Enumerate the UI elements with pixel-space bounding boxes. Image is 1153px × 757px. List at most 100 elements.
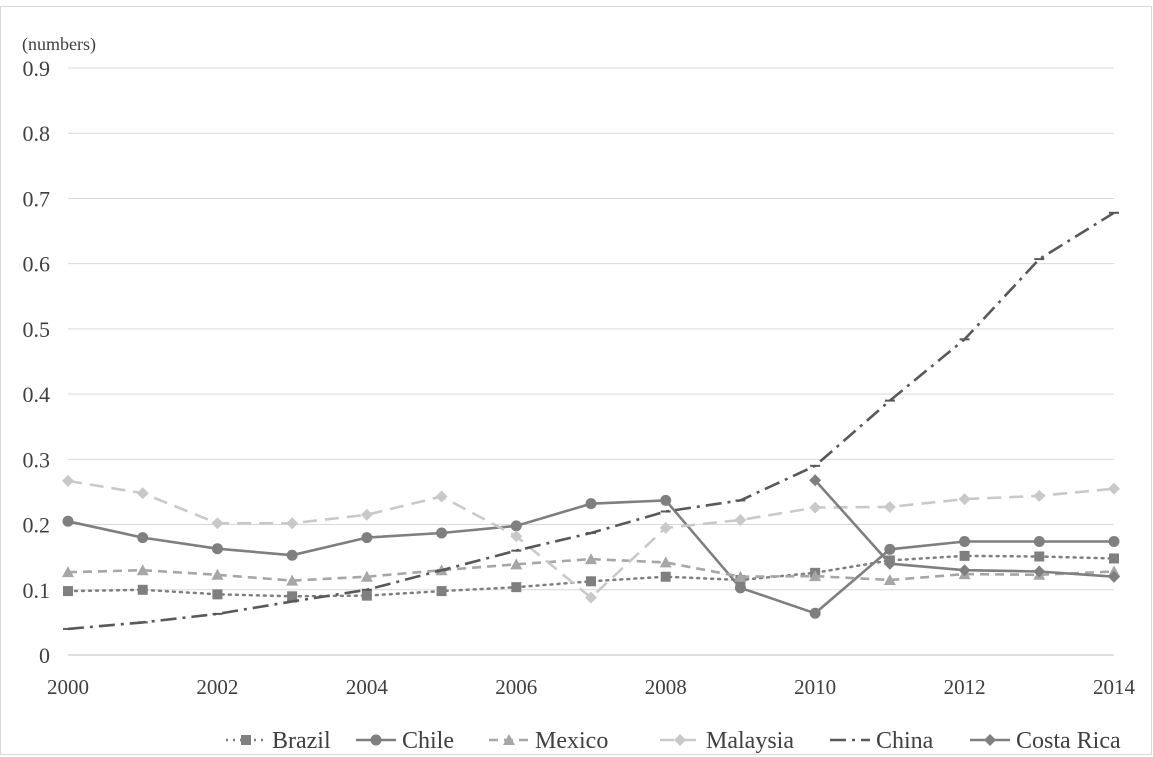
x-axis-ticks: 2000 2002 2004 2006 2008 2010 2012 2014: [47, 675, 1136, 699]
data-point: [1108, 536, 1120, 548]
data-point: [734, 582, 746, 594]
y-tick-label: 0.8: [23, 121, 51, 146]
legend-marker: [503, 734, 515, 745]
data-point: [884, 543, 896, 555]
data-point: [660, 494, 672, 506]
legend-label: China: [876, 728, 934, 754]
data-point: [586, 576, 596, 587]
series-chile: [62, 494, 1120, 619]
legend-item-brazil: Brazil: [226, 728, 331, 754]
y-tick-label: 0.3: [23, 447, 51, 472]
data-point: [809, 570, 822, 582]
legend-item-chile: Chile: [356, 728, 454, 754]
x-tick-label: 2006: [495, 675, 537, 699]
data-point: [659, 521, 672, 534]
series-group: [62, 211, 1120, 631]
data-point: [1033, 565, 1046, 578]
data-point: [211, 568, 224, 580]
y-tick-label: 0.2: [23, 513, 51, 538]
y-tick-label: 0.4: [23, 382, 51, 407]
x-tick-label: 2008: [645, 675, 687, 699]
x-tick-label: 2010: [794, 675, 836, 699]
data-point: [660, 571, 671, 582]
legend-item-china: China: [830, 728, 934, 754]
legend-item-costa-rica: Costa Rica: [970, 728, 1121, 754]
data-point: [63, 586, 73, 597]
series-costa-rica: [809, 474, 1120, 583]
data-point: [1034, 551, 1045, 562]
legend-marker: [984, 734, 996, 746]
data-point: [137, 584, 148, 595]
data-point: [1033, 489, 1046, 502]
x-tick-label: 2004: [346, 675, 389, 699]
data-point: [62, 515, 74, 527]
legend-label: Chile: [402, 728, 454, 754]
data-point: [585, 553, 597, 565]
data-point: [211, 543, 223, 555]
data-point: [585, 591, 597, 604]
data-point: [510, 558, 523, 570]
y-tick-label: 0.5: [23, 317, 51, 342]
legend-marker: [674, 734, 686, 746]
data-point: [510, 530, 523, 543]
data-point: [959, 536, 971, 548]
legend-item-malaysia: Malaysia: [660, 728, 794, 754]
data-point: [137, 532, 149, 544]
data-point: [62, 566, 74, 578]
data-point: [659, 556, 672, 568]
data-point: [212, 589, 223, 600]
data-point: [510, 520, 522, 532]
data-point: [734, 570, 747, 582]
legend-label: Costa Rica: [1016, 728, 1121, 754]
data-point: [1108, 482, 1120, 495]
y-tick-label: 0.7: [23, 186, 51, 211]
series-china: [63, 211, 1119, 631]
data-point: [883, 573, 896, 585]
data-point: [361, 532, 373, 544]
legend-item-mexico: Mexico: [489, 728, 608, 754]
data-point: [1033, 536, 1045, 548]
data-point: [809, 501, 822, 514]
y-tick-label: 0.1: [23, 578, 51, 603]
data-point: [287, 591, 298, 602]
y-tick-label: 0: [39, 643, 50, 668]
x-tick-label: 2002: [196, 675, 238, 699]
legend-marker: [370, 734, 382, 746]
x-tick-label: 2012: [944, 675, 986, 699]
data-point: [1109, 553, 1119, 564]
data-point: [211, 517, 224, 530]
data-point: [958, 564, 971, 577]
y-tick-label: 0.9: [23, 56, 51, 81]
legend: Brazil Chile Mexico Malaysia China Costa Rica: [226, 728, 1121, 754]
legend-label: Malaysia: [706, 728, 794, 754]
chart-frame: [0, 6, 1152, 755]
data-point: [361, 590, 372, 601]
data-point: [360, 570, 373, 582]
unit-label: (numbers): [22, 34, 96, 55]
x-tick-label: 2000: [47, 675, 89, 699]
data-point: [511, 582, 522, 593]
data-point: [958, 493, 971, 506]
data-point: [809, 607, 821, 619]
x-tick-label: 2014: [1093, 675, 1136, 699]
series-malaysia: [62, 474, 1120, 604]
legend-label: Brazil: [272, 728, 331, 754]
data-point: [286, 517, 299, 530]
data-point: [883, 557, 896, 570]
series-line: [66, 554, 1116, 598]
data-point: [435, 490, 448, 503]
data-point: [436, 586, 447, 597]
data-point: [734, 513, 747, 526]
data-point: [62, 474, 74, 487]
data-point: [286, 574, 299, 586]
data-point: [286, 549, 298, 561]
series-line: [67, 557, 1115, 582]
y-axis-ticks: 0 0.1 0.2 0.3 0.4 0.5 0.6 0.7 0.8 0.9: [23, 56, 51, 668]
data-point: [136, 564, 149, 576]
data-point: [1108, 570, 1120, 583]
data-point: [436, 527, 448, 539]
data-point: [360, 508, 373, 521]
data-point: [959, 550, 970, 561]
legend-label: Mexico: [535, 728, 608, 754]
